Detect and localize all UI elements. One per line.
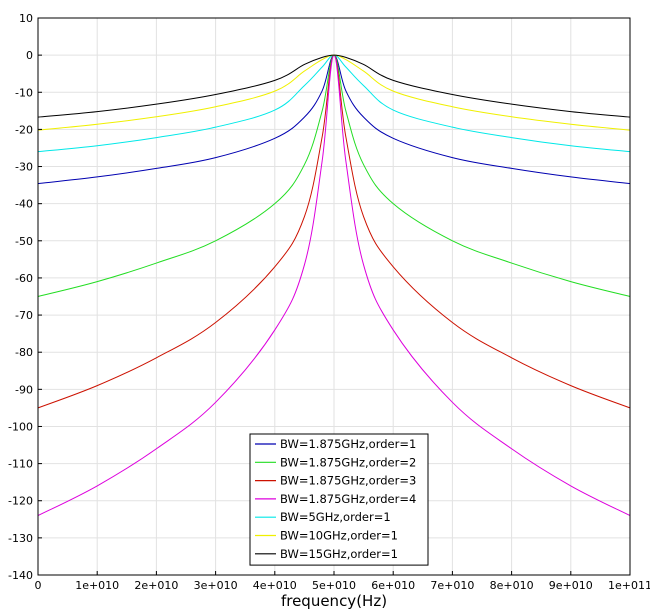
x-tick-label: 9e+010 xyxy=(549,579,593,592)
legend-label: BW=1.875GHz,order=2 xyxy=(280,455,416,469)
legend-label: BW=1.875GHz,order=1 xyxy=(280,437,416,451)
x-tick-label: 8e+010 xyxy=(490,579,534,592)
y-tick-label: -90 xyxy=(15,383,33,396)
y-tick-label: 10 xyxy=(19,12,33,25)
x-tick-label: 1e+010 xyxy=(75,579,119,592)
x-tick-label: 6e+010 xyxy=(371,579,415,592)
legend: BW=1.875GHz,order=1 BW=1.875GHz,order=2 BW… xyxy=(249,433,429,566)
legend-label: BW=10GHz,order=1 xyxy=(280,529,398,543)
y-tick-label: -110 xyxy=(8,458,33,471)
y-tick-label: 0 xyxy=(26,49,33,62)
y-tick-label: -140 xyxy=(8,569,33,582)
y-tick-label: -10 xyxy=(15,86,33,99)
series-line-7 xyxy=(37,54,631,118)
legend-label: BW=15GHz,order=1 xyxy=(280,547,398,561)
y-tick-label: -30 xyxy=(15,161,33,174)
y-tick-label: -40 xyxy=(15,198,33,211)
y-tick-label: -120 xyxy=(8,495,33,508)
y-tick-label: -100 xyxy=(8,420,33,433)
axis-ticks: 0 1e+010 2e+010 3e+010 4e+010 5e+010 6e+010 7e+… xyxy=(8,12,650,592)
legend-label: BW=1.875GHz,order=3 xyxy=(280,474,416,488)
y-tick-label: -70 xyxy=(15,309,33,322)
x-tick-label: 7e+010 xyxy=(430,579,474,592)
x-tick-label: 3e+010 xyxy=(194,579,238,592)
series-layer xyxy=(37,54,631,517)
y-tick-label: -130 xyxy=(8,532,33,545)
legend-box xyxy=(249,433,429,566)
y-tick-label: -50 xyxy=(15,235,33,248)
x-axis-title: frequency(Hz) xyxy=(281,592,387,610)
legend-label: BW=1.875GHz,order=4 xyxy=(280,492,416,506)
legend-label: BW=5GHz,order=1 xyxy=(280,510,391,524)
x-tick-label: 5e+010 xyxy=(312,579,356,592)
y-tick-label: -60 xyxy=(15,272,33,285)
y-tick-label: -20 xyxy=(15,123,33,136)
x-tick-label: 4e+010 xyxy=(253,579,297,592)
y-tick-label: -80 xyxy=(15,346,33,359)
x-tick-label: 0 xyxy=(35,579,42,592)
x-tick-label: 2e+010 xyxy=(134,579,178,592)
x-tick-label: 1e+011 xyxy=(608,579,650,592)
